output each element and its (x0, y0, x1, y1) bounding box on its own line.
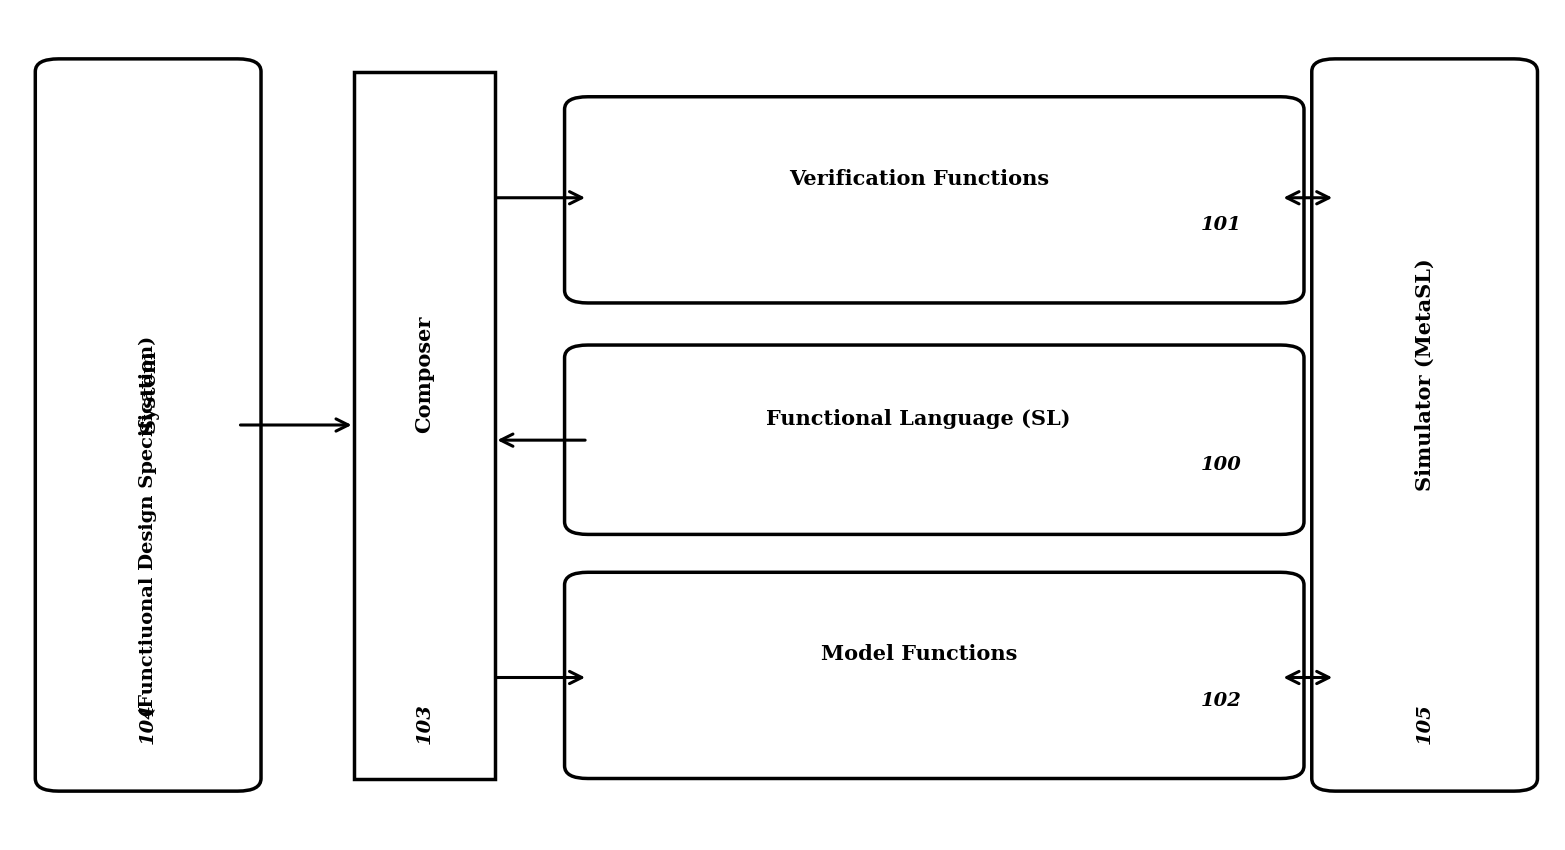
Text: 104: 104 (139, 703, 156, 745)
Text: 103: 103 (415, 703, 434, 745)
Text: 100: 100 (1200, 456, 1241, 474)
Text: Functional Language (SL): Functional Language (SL) (767, 409, 1070, 428)
FancyBboxPatch shape (354, 71, 495, 779)
FancyBboxPatch shape (1311, 59, 1537, 791)
FancyBboxPatch shape (565, 97, 1304, 303)
Text: 102: 102 (1200, 692, 1241, 710)
Text: (Functiuonal Design Specification): (Functiuonal Design Specification) (139, 336, 158, 717)
FancyBboxPatch shape (565, 572, 1304, 779)
Text: Simulator (MetaSL): Simulator (MetaSL) (1415, 258, 1435, 490)
Text: Composer: Composer (415, 316, 435, 434)
Text: System: System (138, 349, 158, 434)
FancyBboxPatch shape (36, 59, 261, 791)
Text: Model Functions: Model Functions (820, 644, 1017, 665)
Text: Verification Functions: Verification Functions (789, 169, 1049, 189)
Text: 105: 105 (1416, 703, 1434, 745)
Text: 101: 101 (1200, 216, 1241, 234)
FancyBboxPatch shape (565, 345, 1304, 535)
